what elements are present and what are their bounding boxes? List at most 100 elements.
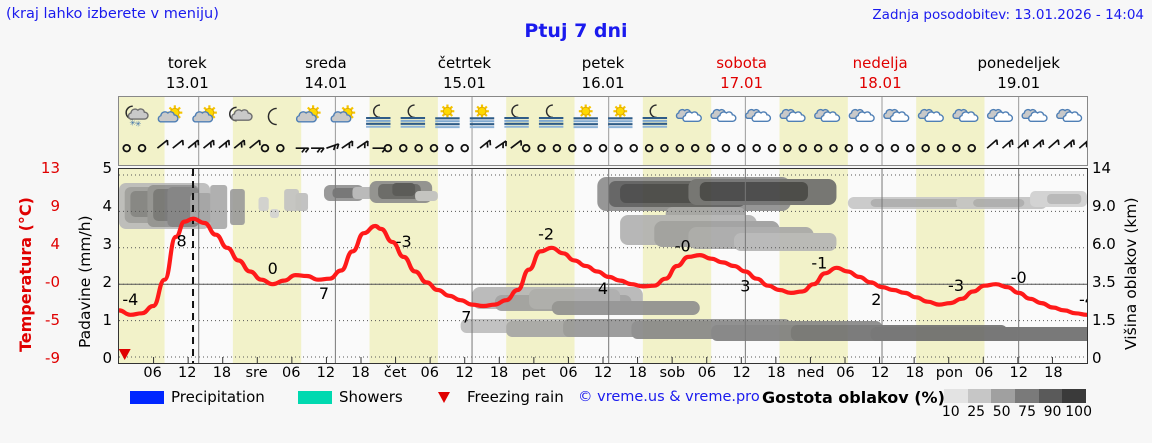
weather-icon-moon-cloud-snow: ✳✳ [125,105,149,128]
page-title: Ptuj 7 dni [524,20,628,42]
wind-calm-icon [460,144,470,153]
temperature-curve [119,216,1087,317]
wind-barb-icon [218,139,231,149]
x-tick-06: 06 [836,365,855,381]
legend-freezing-rain-label: Freezing rain [467,388,564,406]
day-name: torek [167,54,207,72]
wind-barb-icon [1078,140,1087,149]
precipitation-tick-3: 2 [102,273,112,291]
weather-icon-cloud [986,108,1014,123]
wind-barb-icon [295,147,310,153]
wind-calm-icon [445,144,454,153]
wind-barb-icon [233,139,246,149]
weather-icon-cloud [814,108,841,123]
legend-precipitation-label: Precipitation [171,388,265,406]
temperature-tick-5: -9 [45,349,60,367]
temperature-annotations: -4 8 0 7 -3 7 -2 4 -0 3 -1 2 -3 -0 -4 [122,225,1087,327]
cloud-density-bar [944,389,1087,403]
legend-showers-label: Showers [339,388,403,406]
day-date: 19.01 [997,74,1041,92]
wind-calm-icon [398,144,408,153]
wind-barb-icon [311,147,325,153]
wind-barb-icon [341,140,354,149]
x-tick-18: 18 [905,365,925,381]
weather-icons-svg: ✳✳ [119,97,1083,136]
x-tick-sob: sob [659,365,686,381]
wind-calm-icon [122,144,131,153]
temperature-label: -0 [1011,268,1027,287]
wind-calm-icon [921,144,930,153]
freezing-rain-marker [119,349,131,360]
cloud-density-step-75 [1015,389,1039,403]
day-name: petek [581,54,625,72]
wind-barb-icon [249,139,261,149]
wind-calm-icon [521,144,531,153]
wind-calm-icon [844,144,854,153]
wind-calm-icon [783,144,792,153]
copyright-link[interactable]: © vreme.us & vreme.pro [578,389,760,405]
svg-text:✳: ✳ [135,119,142,128]
precipitation-tick-5: 0 [102,349,112,367]
x-tick-06: 06 [143,365,162,381]
weather-icon-sun-cloud [157,105,183,123]
wind-calm-icon [875,144,884,153]
showers-swatch [298,390,332,404]
precipitation-tick-1: 4 [102,197,112,215]
wind-barb-icon [187,139,200,149]
freezing-rain-icon [438,391,450,403]
day-name: sobota [716,54,767,72]
wind-calm-icon [706,144,715,153]
wind-calm-icon [629,144,639,153]
weather-icon-moon-fog [504,104,529,128]
cloud-density-value: 100 [1065,404,1092,420]
temperature-axis-ticks: 13 9 4 -0 -5 -9 [32,159,60,370]
precipitation-axis-ticks: 5 4 3 2 1 0 [90,159,112,370]
x-tick-18: 18 [351,365,370,381]
cloud-density-value: 10 [941,404,960,420]
weather-icon-cloud [883,108,910,123]
wind-calm-icon [767,144,777,153]
x-tick-12: 12 [732,365,751,381]
weather-icon-sun-fog [435,104,460,129]
day-header-četrtek: četrtek 15.01 [395,52,534,94]
wind-barb-icon [1017,139,1029,149]
temperature-label: 0 [268,259,278,278]
day-date: 15.01 [442,74,486,92]
plot-svg: -4 8 0 7 -3 7 -2 4 -0 3 -1 2 -3 -0 -4 [119,169,1087,363]
day-date: 14.01 [304,74,348,92]
x-tick-ned: ned [797,365,825,381]
cloud-density-step-50 [991,389,1016,403]
day-header-sreda: sreda 14.01 [257,52,396,94]
weather-icon-moon-cloud [229,106,253,122]
wind-calm-icon [260,144,270,153]
x-tick-06: 06 [697,365,717,381]
cloud-height-tick-0: 14 [1092,159,1112,177]
wind-calm-icon [736,144,746,153]
x-tick-12: 12 [455,365,474,381]
day-header-torek: torek 13.01 [118,52,257,94]
wind-barb-icon [326,143,340,151]
weather-icon-sun-fog [573,104,598,129]
cloud-height-axis-ticks: 14 9.0 6.0 3.5 1.5 0 [1092,159,1132,370]
temperature-label: -4 [1079,290,1087,309]
x-axis-ticks: 06 12 18 sre 06 12 18 čet 06 12 18 pet 06 12 18 sob 06 12… [118,365,1088,385]
wind-calm-icon [859,144,869,153]
temperature-label: -4 [122,290,138,309]
precipitation-tick-4: 1 [102,311,112,329]
weather-icon-cloud [848,108,875,123]
wind-calm-icon [583,144,592,153]
precipitation-tick-0: 5 [102,159,112,177]
wind-calm-icon [813,144,823,153]
x-tick-18: 18 [628,365,647,381]
temperature-tick-1: 9 [50,197,60,215]
x-tick-12: 12 [593,365,613,381]
weather-icon-sun-cloud [192,105,217,123]
wind-calm-icon [690,144,700,153]
temperature-label: -3 [948,276,964,295]
weather-icon-moon-fog [400,104,426,128]
weather-icon-moon-fog [642,104,668,128]
weather-icon-cloud [744,108,772,123]
meteogram-plot: -4 8 0 7 -3 7 -2 4 -0 3 -1 2 -3 -0 -4 [118,168,1088,364]
cloud-density-title: Gostota oblakov (%) [762,388,945,407]
